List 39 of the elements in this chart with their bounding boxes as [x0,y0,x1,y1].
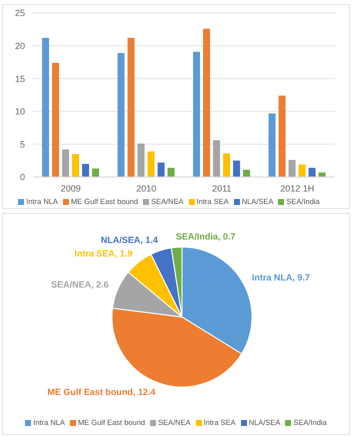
bar [243,170,250,177]
bar [72,154,80,177]
x-tick-label: 2012 1H [280,183,314,194]
bar [203,28,210,177]
bar [233,160,240,177]
y-tick-label: 10 [14,106,25,117]
data-label: SEA/NEA, 2.6 [51,279,109,290]
x-tick-label: 2009 [60,183,81,194]
y-tick-label: 25 [14,8,25,18]
bar [118,53,125,177]
data-label: SEA/India, 0.7 [176,232,236,242]
bar [52,62,60,177]
y-tick-label: 5 [20,139,25,150]
data-label: Intra SEA, 1.9 [74,248,132,259]
bar [193,52,200,177]
bar [148,151,155,177]
data-label: Intra NLA, 9.7 [252,272,310,282]
bar [82,164,90,177]
bar [128,38,135,177]
data-label: NLA/SEA, 1.4 [100,235,158,246]
bar [92,168,100,177]
bar [168,168,175,177]
data-label: ME Gulf East bound, 12.4 [47,386,156,397]
y-tick-label: 20 [14,40,25,51]
bar [298,164,306,177]
y-tick-label: 15 [14,74,25,84]
x-tick-label: 2010 [136,183,156,194]
bar [42,38,50,177]
bar [62,149,70,177]
bar [288,160,296,177]
bar [158,162,165,177]
bar [213,140,220,177]
bar [268,113,276,177]
y-tick-label: 0 [20,172,25,182]
bar [278,96,286,177]
bar [223,153,230,177]
bar [138,144,145,177]
bar [308,168,316,177]
x-tick-label: 2011 [212,183,232,194]
